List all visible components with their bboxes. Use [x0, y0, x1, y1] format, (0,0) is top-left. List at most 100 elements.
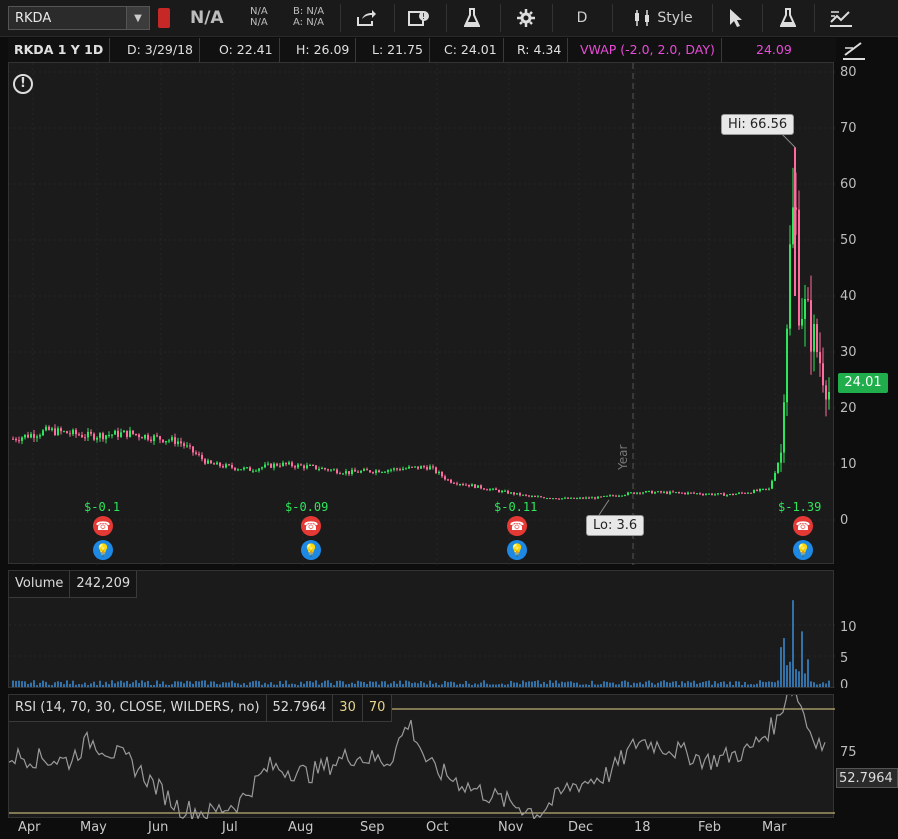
- candle-body: [66, 431, 68, 434]
- candle-body: [372, 472, 374, 474]
- candle-body: [63, 431, 65, 433]
- candle-body: [219, 462, 221, 467]
- candle-body: [570, 497, 572, 499]
- volume-panel[interactable]: Volume 242,209: [8, 570, 835, 689]
- gear-icon[interactable]: [514, 6, 538, 30]
- candle-body: [132, 430, 134, 434]
- candle-body: [30, 434, 32, 438]
- candle-body: [420, 466, 422, 469]
- toolbar-divider: [762, 4, 763, 32]
- cursor-icon[interactable]: [724, 6, 748, 30]
- candle-body: [315, 465, 317, 470]
- eps-label: $-1.39: [778, 500, 822, 514]
- candle-body: [471, 484, 473, 487]
- style-button[interactable]: Style: [628, 6, 698, 30]
- study-vwap-value: 24.09: [756, 42, 792, 57]
- month-label: Jun: [148, 820, 169, 835]
- candle-body: [708, 493, 710, 495]
- rsi-label[interactable]: RSI (14, 70, 30, CLOSE, WILDERS, no): [9, 695, 267, 722]
- candle-body: [360, 470, 362, 473]
- volume-label[interactable]: Volume: [9, 571, 71, 598]
- candle-body: [24, 434, 26, 438]
- candle-body: [402, 468, 404, 471]
- symbol-selector[interactable]: RKDA ▼: [8, 6, 150, 30]
- candle-body: [447, 479, 449, 481]
- study-vwap[interactable]: VWAP (-2.0, 2.0, DAY): [574, 38, 722, 62]
- candle-body: [387, 470, 389, 472]
- candle-body: [369, 470, 371, 473]
- month-label: Sep: [360, 820, 385, 835]
- lightbulb-icon[interactable]: 💡: [507, 540, 527, 560]
- flask-icon[interactable]: [460, 6, 484, 30]
- candle-body: [171, 437, 173, 441]
- candle-body: [348, 471, 350, 474]
- candle-body: [513, 492, 515, 495]
- rsi-line: [9, 695, 826, 819]
- candle-body: [696, 493, 698, 495]
- rsi-low-level: 30: [333, 695, 363, 722]
- candle-body: [642, 492, 644, 494]
- candle-body: [498, 489, 500, 493]
- candle-body: [543, 497, 545, 499]
- share-icon[interactable]: [352, 6, 380, 30]
- candle-body: [552, 498, 554, 500]
- lightbulb-icon[interactable]: 💡: [301, 540, 321, 560]
- bar-close: C: 24.01: [438, 38, 504, 62]
- candle-body: [225, 464, 227, 468]
- phone-icon[interactable]: ☎: [793, 516, 813, 536]
- candle-body: [306, 465, 308, 469]
- candle-body: [192, 446, 194, 453]
- candle-body: [597, 496, 599, 499]
- bar-low: L: 21.75: [366, 38, 430, 62]
- candle-body: [429, 466, 431, 470]
- candle-body: [693, 492, 695, 494]
- phone-icon[interactable]: ☎: [507, 516, 527, 536]
- candle-body: [624, 494, 626, 496]
- alert-icon[interactable]: !: [13, 74, 33, 94]
- candle-body: [654, 492, 656, 494]
- eps-label: $-0.1: [84, 500, 121, 514]
- candle-body: [537, 496, 539, 498]
- phone-icon[interactable]: ☎: [301, 516, 321, 536]
- lightbulb-icon[interactable]: 💡: [93, 540, 113, 560]
- candle-body: [336, 469, 338, 474]
- drawing-icon[interactable]: [826, 6, 856, 30]
- flask-icon[interactable]: [776, 6, 800, 30]
- candle-body: [33, 434, 35, 438]
- candle-body: [588, 497, 590, 499]
- candle-body: [459, 484, 461, 486]
- month-label: Aug: [288, 820, 314, 835]
- period-selector[interactable]: D: [576, 10, 588, 26]
- net-change-value: N/A: [250, 6, 268, 17]
- phone-icon[interactable]: ☎: [93, 516, 113, 536]
- candle-body: [489, 489, 491, 491]
- candle-body: [60, 428, 62, 432]
- candle-body: [747, 492, 749, 494]
- alert-flag-icon[interactable]: [158, 8, 170, 28]
- candle-body: [18, 440, 20, 442]
- candle-body: [666, 491, 668, 494]
- drawing-tools-icon[interactable]: [842, 40, 866, 60]
- candle-body: [615, 495, 617, 497]
- candle-body: [261, 467, 263, 469]
- candle-body: [96, 437, 98, 440]
- candle-body: [81, 435, 83, 438]
- month-label: Mar: [762, 820, 787, 835]
- calendar-icon[interactable]: !: [404, 6, 434, 30]
- chevron-down-icon[interactable]: ▼: [126, 7, 149, 29]
- candle-body: [777, 462, 779, 473]
- bid-value: B: N/A: [293, 6, 325, 17]
- candle-body: [633, 492, 635, 494]
- candle-body: [702, 494, 704, 496]
- price-panel[interactable]: !: [8, 62, 835, 565]
- candle-body: [546, 498, 548, 500]
- candle-body: [432, 466, 434, 468]
- rsi-panel[interactable]: RSI (14, 70, 30, CLOSE, WILDERS, no) 52.…: [8, 694, 835, 819]
- candle-body: [468, 484, 470, 487]
- volume-chart-area[interactable]: [9, 571, 835, 689]
- candle-body: [717, 493, 719, 495]
- candle-body: [183, 443, 185, 446]
- lightbulb-icon[interactable]: 💡: [793, 540, 813, 560]
- price-chart-area[interactable]: [9, 63, 835, 565]
- candle-body: [426, 467, 428, 470]
